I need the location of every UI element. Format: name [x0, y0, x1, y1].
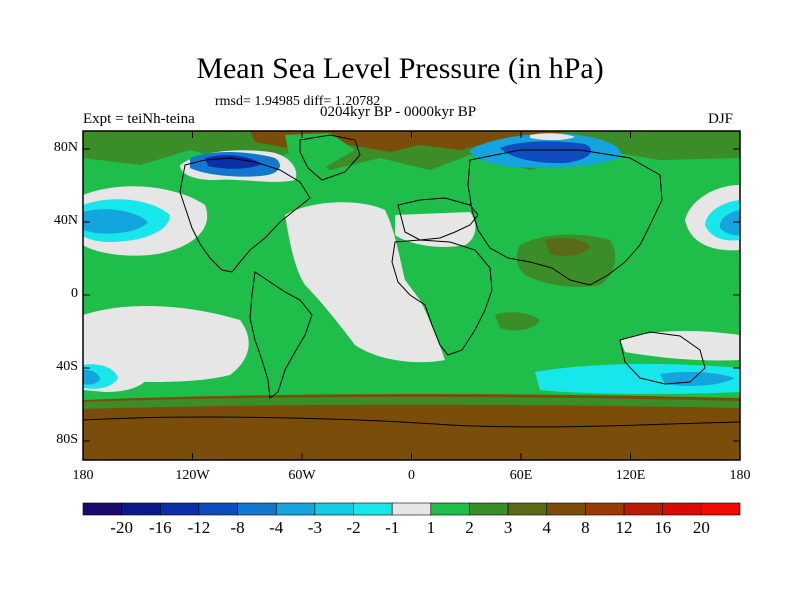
europe-coast [397, 197, 479, 241]
colorbar-swatch [237, 502, 277, 516]
colorbar-swatch [507, 502, 548, 516]
asia-positive-core [545, 238, 590, 256]
southern-indian-low [535, 363, 740, 395]
greenland-coast [299, 134, 361, 181]
axis-ticks [82, 131, 741, 460]
colorbar-swatch [275, 502, 316, 516]
south-america-coast [249, 271, 313, 399]
colorbar-swatch [701, 502, 741, 516]
colorbar-label: 2 [465, 518, 474, 537]
australia-coast [619, 331, 706, 385]
colorbar-swatch [121, 502, 161, 516]
colorbar-label: -16 [148, 518, 172, 537]
antarctic-edge-band [83, 396, 740, 409]
lat-label-0: 0 [71, 286, 78, 301]
period-label: 0204kyr BP - 0000kyr BP [320, 104, 477, 120]
antarctica-coast [83, 416, 740, 428]
north-pacific-low-west-core [83, 209, 148, 234]
colorbar-label: -2 [346, 518, 361, 537]
europe-neutral-region [395, 212, 476, 247]
experiment-label: Expt = teiNh-teina [83, 111, 195, 127]
asia-positive-region [516, 234, 616, 287]
north-america-coast [179, 157, 311, 273]
colorbar-swatch [430, 502, 470, 516]
rmsd-diff-stats: rmsd= 1.94985 diff= 1.20782 [215, 94, 381, 109]
colorbar-label: 8 [581, 518, 590, 537]
indian-ocean-positive [495, 312, 540, 331]
colorbar-swatch [546, 502, 586, 516]
colorbar-swatch [469, 502, 509, 516]
colorbar-swatch [353, 502, 393, 516]
lon-label-180w: 180 [72, 468, 94, 483]
africa-coast [391, 239, 493, 356]
lon-label-60e: 60E [509, 468, 533, 483]
lat-label-80s: 80S [56, 432, 78, 447]
colorbar-label: 4 [542, 518, 552, 537]
atlantic-neutral-region [285, 202, 445, 363]
colorbar-label: -1 [385, 518, 400, 537]
colorbar-swatch [662, 502, 702, 516]
colorbar-swatch [198, 502, 238, 516]
north-pacific-low-east-core [719, 210, 740, 236]
colorbar-swatch [391, 502, 432, 516]
colorbar-swatch [623, 502, 664, 516]
lat-label-80n: 80N [53, 140, 78, 155]
colorbar-label: -8 [230, 518, 245, 537]
colorbar-label: -4 [269, 518, 284, 537]
south-pacific-low-west-core [83, 369, 100, 385]
colorbar-swatch [159, 502, 200, 516]
lon-label-120e: 120E [615, 468, 646, 483]
siberia-neutral-patch [530, 133, 575, 141]
lat-label-40n: 40N [53, 213, 78, 228]
lon-label-120w: 120W [175, 468, 210, 483]
colorbar-label: 20 [692, 518, 710, 537]
lat-label-40s: 40S [56, 359, 78, 374]
colorbar-label: -20 [110, 518, 133, 537]
australia-neutral-region [620, 330, 740, 361]
lon-label-60w: 60W [288, 468, 316, 483]
colorbar-label: 3 [503, 518, 513, 537]
siberia-strong-negative [500, 141, 592, 164]
greenland-green-patch [285, 133, 355, 170]
colorbar-label: 16 [654, 518, 672, 537]
colorbar-swatch [314, 502, 354, 516]
lon-label-0: 0 [408, 468, 415, 483]
colorbar [82, 502, 741, 516]
map-title: Mean Sea Level Pressure (in hPa) [196, 52, 604, 85]
colorbar-swatch [82, 502, 122, 516]
asia-coast [467, 149, 663, 286]
colorbar-label: -3 [307, 518, 322, 537]
coastlines [83, 134, 740, 428]
lon-label-180e: 180 [729, 468, 751, 483]
colorbar-label: -12 [187, 518, 211, 537]
antarctic-positive-band [83, 394, 740, 460]
season-label: DJF [708, 111, 734, 127]
colorbar-label: 12 [615, 518, 633, 537]
colorbar-swatch [585, 502, 625, 516]
colorbar-label: 1 [426, 518, 436, 537]
